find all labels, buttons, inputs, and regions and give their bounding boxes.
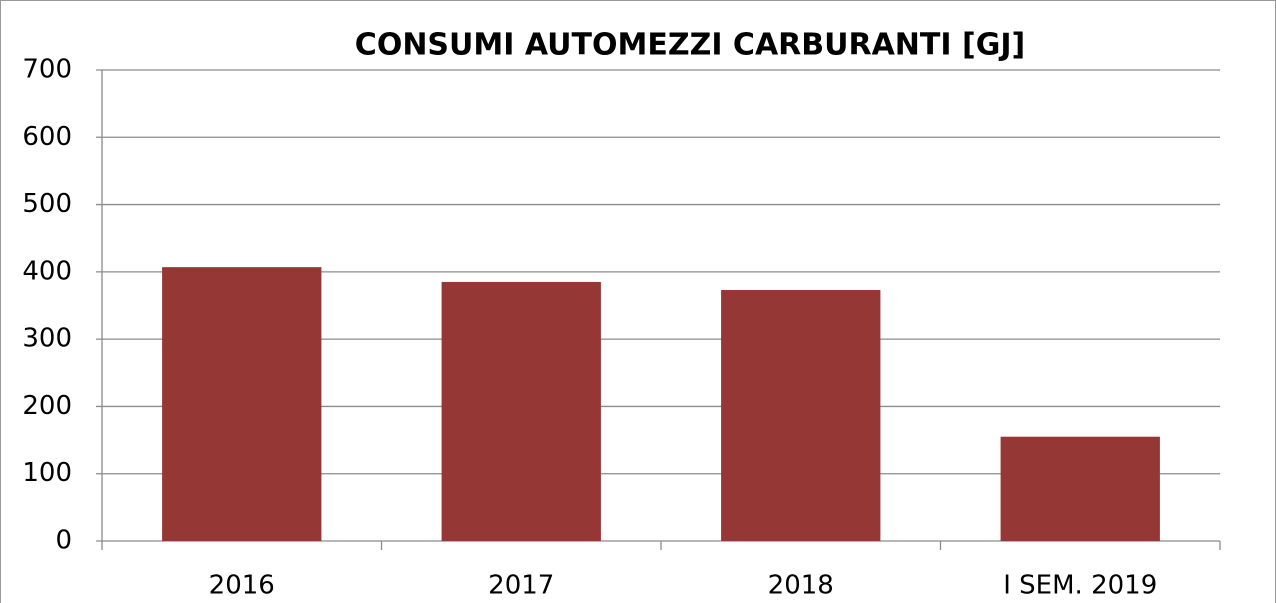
bar: [1000, 436, 1160, 541]
y-tick-label: 300: [22, 324, 72, 354]
bar: [721, 290, 881, 541]
chart-title: CONSUMI AUTOMEZZI CARBURANTI [GJ]: [355, 28, 1025, 63]
y-tick-label: 500: [22, 189, 72, 219]
y-tick-label: 400: [22, 256, 72, 286]
y-tick-label: 600: [22, 122, 72, 152]
y-tick-label: 0: [55, 526, 72, 556]
x-tick-label: I SEM. 2019: [1003, 571, 1157, 601]
x-tick-label: 2018: [768, 571, 834, 601]
x-tick-label: 2017: [488, 571, 554, 601]
y-tick-label: 700: [22, 55, 72, 85]
y-tick-label: 200: [22, 391, 72, 421]
bar: [441, 281, 601, 541]
x-tick-label: 2016: [209, 571, 275, 601]
bar: [162, 267, 322, 541]
y-tick-label: 100: [22, 458, 72, 488]
